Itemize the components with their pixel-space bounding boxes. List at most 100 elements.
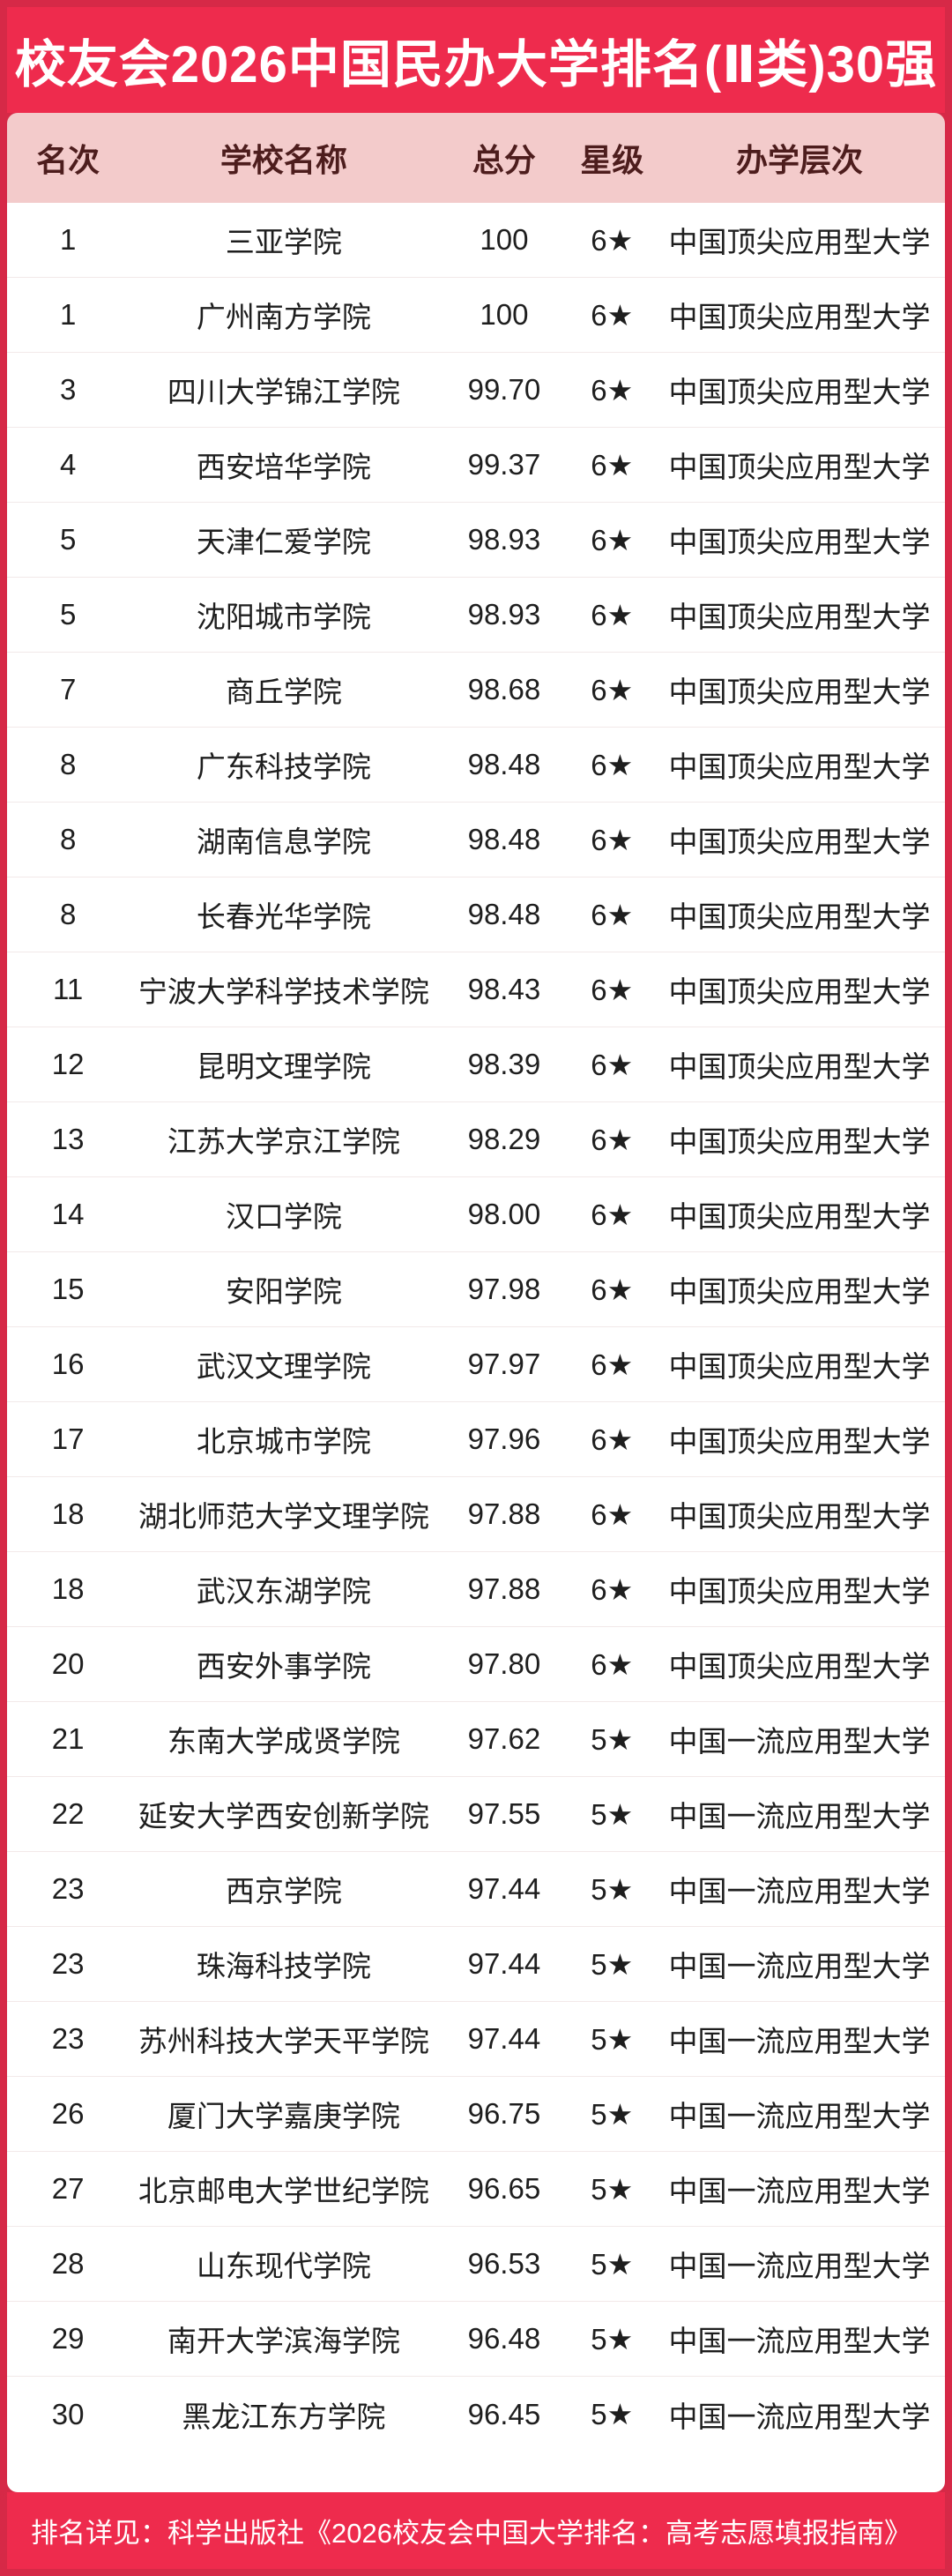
level-cell: 中国一流应用型大学 bbox=[668, 2175, 931, 2207]
school-name-cell: 湖北师范大学文理学院 bbox=[138, 1500, 429, 1533]
level-cell: 中国顶尖应用型大学 bbox=[668, 1200, 931, 1233]
score-cell: 98.68 bbox=[467, 673, 541, 706]
column-header-score: 总分 bbox=[472, 142, 536, 178]
level-cell: 中国顶尖应用型大学 bbox=[668, 1275, 931, 1308]
star-rating-cell: 6★ bbox=[591, 973, 634, 1006]
score-cell: 99.37 bbox=[467, 448, 541, 481]
table-row: 21 东南大学成贤学院 97.62 5★ 中国一流应用型大学 bbox=[7, 1702, 945, 1777]
table-row: 4 西安培华学院 99.37 6★ 中国顶尖应用型大学 bbox=[7, 428, 945, 503]
score-cell: 97.44 bbox=[467, 1947, 541, 1980]
level-cell: 中国顶尖应用型大学 bbox=[668, 1575, 931, 1608]
score-cell: 98.29 bbox=[467, 1123, 541, 1155]
star-rating-cell: 6★ bbox=[591, 448, 634, 482]
rank-cell: 27 bbox=[51, 2172, 85, 2205]
rank-cell: 26 bbox=[51, 2097, 85, 2130]
level-cell: 中国顶尖应用型大学 bbox=[668, 1350, 931, 1383]
rank-cell: 29 bbox=[51, 2322, 85, 2355]
level-cell: 中国一流应用型大学 bbox=[668, 2100, 931, 2132]
star-rating-cell: 6★ bbox=[591, 298, 634, 332]
rank-cell: 14 bbox=[51, 1198, 85, 1230]
level-cell: 中国顶尖应用型大学 bbox=[668, 301, 931, 333]
level-cell: 中国顶尖应用型大学 bbox=[668, 601, 931, 633]
score-cell: 97.97 bbox=[467, 1348, 541, 1380]
rank-cell: 18 bbox=[51, 1572, 85, 1605]
table-header-row: 名次 学校名称 总分 星级 办学层次 bbox=[7, 113, 945, 203]
table-row: 29 南开大学滨海学院 96.48 5★ 中国一流应用型大学 bbox=[7, 2302, 945, 2377]
score-cell: 98.48 bbox=[467, 748, 541, 780]
school-name-cell: 珠海科技学院 bbox=[196, 1950, 371, 1982]
school-name-cell: 昆明文理学院 bbox=[196, 1050, 371, 1083]
school-name-cell: 北京城市学院 bbox=[196, 1425, 371, 1458]
table-row: 5 天津仁爱学院 98.93 6★ 中国顶尖应用型大学 bbox=[7, 503, 945, 578]
score-cell: 100 bbox=[480, 223, 529, 256]
level-cell: 中国一流应用型大学 bbox=[668, 2025, 931, 2057]
rank-cell: 23 bbox=[51, 1947, 85, 1980]
table-row: 8 湖南信息学院 98.48 6★ 中国顶尖应用型大学 bbox=[7, 803, 945, 877]
footer-banner: 排名详见：科学出版社《2026校友会中国大学排名：高考志愿填报指南》 bbox=[7, 2492, 945, 2569]
score-cell: 97.80 bbox=[467, 1647, 541, 1680]
school-name-cell: 广东科技学院 bbox=[196, 750, 371, 783]
star-rating-cell: 6★ bbox=[591, 1497, 634, 1531]
table-row: 16 武汉文理学院 97.97 6★ 中国顶尖应用型大学 bbox=[7, 1327, 945, 1402]
star-rating-cell: 5★ bbox=[591, 2097, 634, 2131]
rank-cell: 18 bbox=[51, 1497, 85, 1530]
school-name-cell: 湖南信息学院 bbox=[196, 825, 371, 858]
table-row: 20 西安外事学院 97.80 6★ 中国顶尖应用型大学 bbox=[7, 1627, 945, 1702]
star-rating-cell: 5★ bbox=[591, 1872, 634, 1906]
school-name-cell: 广州南方学院 bbox=[196, 301, 371, 333]
school-name-cell: 沈阳城市学院 bbox=[196, 601, 371, 633]
level-cell: 中国顶尖应用型大学 bbox=[668, 526, 931, 558]
school-name-cell: 厦门大学嘉庚学院 bbox=[167, 2100, 400, 2132]
school-name-cell: 商丘学院 bbox=[225, 676, 342, 708]
score-cell: 97.55 bbox=[467, 1797, 541, 1830]
rank-cell: 1 bbox=[59, 298, 77, 331]
star-rating-cell: 5★ bbox=[591, 1722, 634, 1756]
table-row: 23 珠海科技学院 97.44 5★ 中国一流应用型大学 bbox=[7, 1927, 945, 2002]
level-cell: 中国顶尖应用型大学 bbox=[668, 676, 931, 708]
star-rating-cell: 6★ bbox=[591, 898, 634, 931]
school-name-cell: 东南大学成贤学院 bbox=[167, 1725, 400, 1758]
score-cell: 98.93 bbox=[467, 523, 541, 556]
school-name-cell: 长春光华学院 bbox=[196, 900, 371, 933]
school-name-cell: 武汉文理学院 bbox=[196, 1350, 371, 1383]
school-name-cell: 西安外事学院 bbox=[196, 1650, 371, 1683]
star-rating-cell: 6★ bbox=[591, 823, 634, 856]
column-header-level: 办学层次 bbox=[736, 142, 864, 178]
level-cell: 中国一流应用型大学 bbox=[668, 1875, 931, 1908]
rank-cell: 20 bbox=[51, 1647, 85, 1680]
score-cell: 97.62 bbox=[467, 1722, 541, 1755]
level-cell: 中国一流应用型大学 bbox=[668, 2400, 931, 2433]
school-name-cell: 延安大学西安创新学院 bbox=[138, 1800, 429, 1833]
table-row: 5 沈阳城市学院 98.93 6★ 中国顶尖应用型大学 bbox=[7, 578, 945, 653]
title-banner: 校友会2026中国民办大学排名(Ⅱ类)30强 bbox=[7, 7, 945, 113]
score-cell: 98.43 bbox=[467, 973, 541, 1005]
score-cell: 97.98 bbox=[467, 1273, 541, 1305]
score-cell: 96.48 bbox=[467, 2322, 541, 2355]
star-rating-cell: 6★ bbox=[591, 1048, 634, 1081]
star-rating-cell: 5★ bbox=[591, 2172, 634, 2206]
score-cell: 97.44 bbox=[467, 2022, 541, 2055]
rank-cell: 5 bbox=[59, 523, 77, 556]
star-rating-cell: 5★ bbox=[591, 2398, 634, 2430]
level-cell: 中国一流应用型大学 bbox=[668, 1725, 931, 1758]
star-rating-cell: 6★ bbox=[591, 373, 634, 407]
ranking-table-body: 1 三亚学院 100 6★ 中国顶尖应用型大学 1 广州南方学院 100 6★ … bbox=[7, 203, 945, 2492]
star-rating-cell: 6★ bbox=[591, 1572, 634, 1606]
level-cell: 中国顶尖应用型大学 bbox=[668, 226, 931, 258]
score-cell: 98.48 bbox=[467, 898, 541, 930]
footer-source-note: 排名详见：科学出版社《2026校友会中国大学排名：高考志愿填报指南》 bbox=[31, 2518, 911, 2549]
table-row: 12 昆明文理学院 98.39 6★ 中国顶尖应用型大学 bbox=[7, 1027, 945, 1102]
table-row: 1 三亚学院 100 6★ 中国顶尖应用型大学 bbox=[7, 203, 945, 278]
school-name-cell: 三亚学院 bbox=[225, 226, 342, 258]
page-title: 校友会2026中国民办大学排名(Ⅱ类)30强 bbox=[14, 36, 938, 93]
school-name-cell: 安阳学院 bbox=[225, 1275, 342, 1308]
level-cell: 中国顶尖应用型大学 bbox=[668, 1125, 931, 1158]
level-cell: 中国顶尖应用型大学 bbox=[668, 376, 931, 408]
school-name-cell: 四川大学锦江学院 bbox=[167, 376, 400, 408]
table-row: 28 山东现代学院 96.53 5★ 中国一流应用型大学 bbox=[7, 2227, 945, 2302]
rank-cell: 17 bbox=[51, 1422, 85, 1455]
score-cell: 97.44 bbox=[467, 1872, 541, 1905]
level-cell: 中国一流应用型大学 bbox=[668, 2325, 931, 2357]
star-rating-cell: 5★ bbox=[591, 2247, 634, 2281]
